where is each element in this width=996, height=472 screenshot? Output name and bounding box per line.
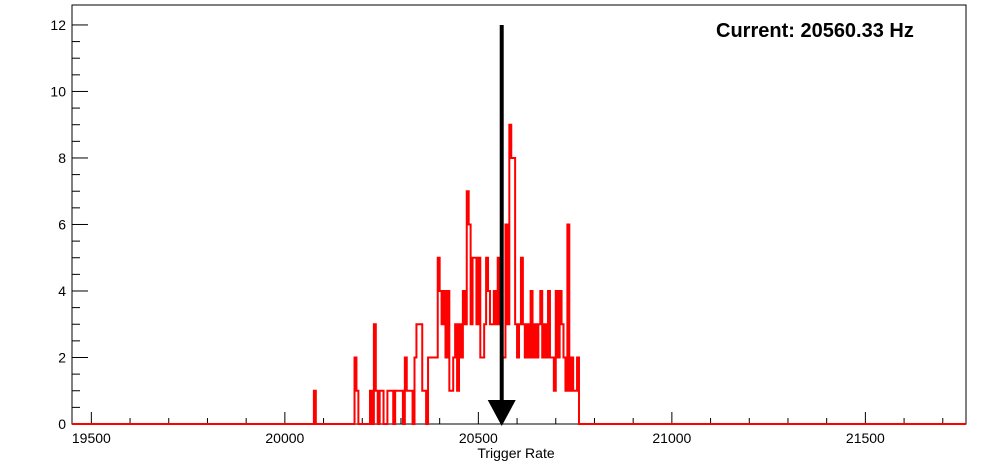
y-tick-label: 8 <box>58 150 66 166</box>
y-tick-label: 12 <box>50 17 66 33</box>
y-tick-label: 10 <box>50 83 66 99</box>
x-tick-label: 21000 <box>652 430 691 446</box>
x-tick-label: 20500 <box>459 430 498 446</box>
x-tick-label: 19500 <box>72 430 111 446</box>
x-tick-label: 20000 <box>265 430 304 446</box>
plot-frame <box>71 4 967 425</box>
y-axis: 0 2 4 6 8 10 12 <box>50 17 88 432</box>
x-axis-title: Trigger Rate <box>477 445 555 461</box>
y-tick-label: 2 <box>58 349 66 365</box>
histogram-series-line <box>72 123 966 425</box>
x-tick-label: 21500 <box>846 430 885 446</box>
current-rate-annotation: Current: 20560.33 Hz <box>716 20 914 42</box>
current-rate-arrow <box>487 24 516 426</box>
y-tick-label: 4 <box>58 283 66 299</box>
y-tick-label: 0 <box>58 416 66 432</box>
y-tick-label: 6 <box>58 216 66 232</box>
x-axis: 19500 20000 20500 21000 21500 <box>72 412 944 446</box>
arrow-head <box>487 400 516 426</box>
